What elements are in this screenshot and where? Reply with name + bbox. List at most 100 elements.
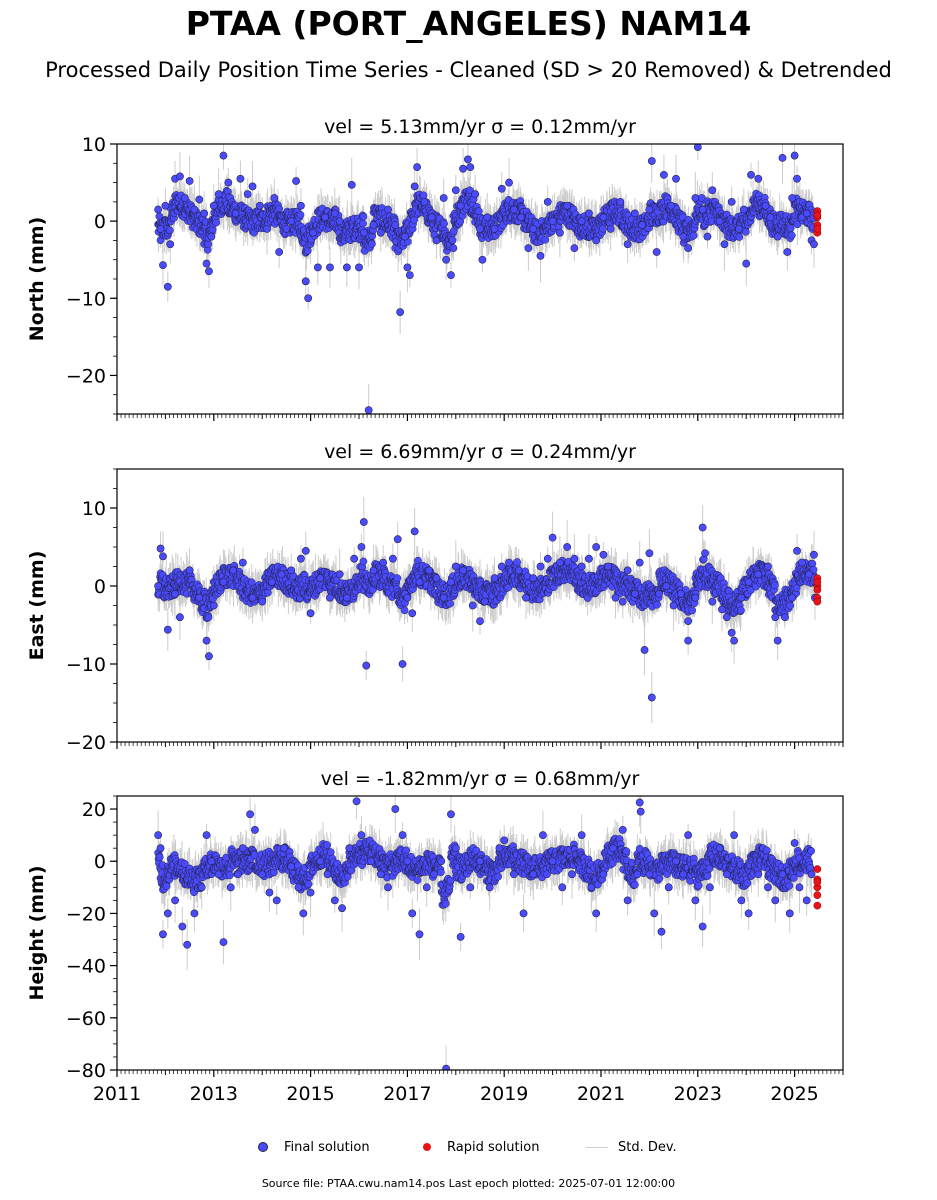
- final-point: [282, 224, 291, 233]
- final-point: [202, 259, 211, 268]
- final-point: [476, 224, 484, 233]
- final-point: [773, 232, 782, 241]
- final-point: [599, 213, 608, 222]
- final-point: [543, 197, 552, 206]
- panel-title: vel = 5.13mm/yr σ = 0.12mm/yr: [324, 116, 636, 138]
- final-point: [787, 231, 796, 240]
- final-point: [623, 240, 632, 249]
- final-point: [529, 224, 538, 233]
- final-point: [652, 248, 661, 256]
- final-point: [747, 170, 755, 179]
- final-point: [163, 282, 172, 291]
- final-point: [355, 263, 363, 272]
- final-point: [432, 236, 441, 245]
- final-point: [536, 251, 545, 260]
- final-point: [577, 217, 586, 226]
- final-point: [739, 205, 748, 214]
- final-point: [405, 271, 414, 280]
- final-point: [439, 194, 448, 202]
- final-point: [660, 170, 668, 179]
- plot-area: [154, 144, 822, 414]
- final-point: [715, 217, 724, 226]
- final-point: [754, 174, 763, 183]
- final-point: [708, 186, 717, 195]
- panel-north: −20 −10 0 10 vel = 5.13mm/yr σ = 0.12mm/yr No…: [26, 116, 844, 421]
- y-tick-label: −20: [66, 365, 106, 387]
- final-point: [297, 201, 305, 210]
- final-point: [263, 224, 271, 233]
- final-point: [231, 209, 240, 218]
- final-point: [384, 205, 392, 214]
- final-point: [466, 163, 475, 172]
- final-point: [563, 201, 572, 210]
- final-point: [447, 271, 455, 280]
- rapid-point: [813, 211, 822, 219]
- final-point: [585, 209, 593, 218]
- final-point: [207, 232, 216, 241]
- final-point: [630, 209, 639, 218]
- final-point: [335, 217, 344, 226]
- final-point: [270, 194, 279, 202]
- plots-svg: −20 −10 0 10 vel = 5.13mm/yr σ = 0.12mm/yr No…: [26, 116, 844, 1105]
- rapid-solution-points: [813, 207, 822, 237]
- final-point: [180, 194, 189, 202]
- final-point: [490, 224, 499, 233]
- final-point: [698, 205, 707, 214]
- final-point: [275, 248, 284, 256]
- final-point: [214, 190, 223, 199]
- final-point: [802, 209, 811, 218]
- final-point: [448, 236, 457, 244]
- final-point: [185, 177, 194, 185]
- y-tick-label: 0: [94, 211, 106, 233]
- final-point: [309, 228, 317, 237]
- final-point: [684, 244, 693, 253]
- final-point: [474, 207, 483, 216]
- figure-subtitle: Processed Daily Position Time Series - C…: [45, 58, 892, 82]
- final-point: [195, 195, 204, 204]
- final-point: [679, 232, 688, 241]
- final-point: [761, 201, 770, 210]
- final-point: [497, 184, 506, 193]
- final-point: [442, 255, 451, 264]
- final-point: [555, 228, 564, 237]
- final-point: [741, 227, 750, 236]
- y-tick-label: 10: [82, 134, 106, 156]
- final-point: [296, 210, 305, 219]
- final-point: [364, 406, 373, 414]
- final-point: [275, 204, 283, 213]
- final-point: [735, 224, 743, 233]
- final-point: [524, 244, 533, 253]
- final-point: [359, 212, 368, 221]
- final-point: [396, 308, 405, 317]
- rapid-point: [813, 225, 822, 233]
- final-point: [548, 217, 557, 226]
- final-point: [255, 201, 264, 210]
- final-point: [783, 248, 792, 256]
- final-point: [810, 240, 818, 249]
- final-point: [165, 226, 174, 235]
- final-point: [483, 213, 492, 222]
- final-point: [161, 201, 170, 210]
- final-point: [401, 232, 409, 241]
- final-point: [287, 217, 296, 226]
- final-point: [778, 153, 787, 162]
- final-point: [219, 151, 228, 160]
- final-point: [301, 277, 310, 286]
- final-point: [205, 267, 213, 276]
- final-point: [766, 213, 775, 222]
- final-point: [693, 144, 702, 151]
- final-point: [645, 205, 654, 214]
- final-point: [391, 221, 400, 229]
- y-axis-label: North (mm): [26, 217, 48, 342]
- final-point: [638, 221, 647, 229]
- final-point: [427, 213, 436, 222]
- final-point: [735, 233, 744, 241]
- final-point: [236, 174, 245, 183]
- final-point: [326, 263, 334, 272]
- final-point: [788, 194, 797, 202]
- final-point: [471, 190, 480, 199]
- final-point: [691, 194, 700, 202]
- y-tick-label: −10: [66, 288, 106, 310]
